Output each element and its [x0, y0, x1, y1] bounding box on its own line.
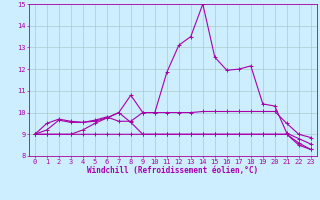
X-axis label: Windchill (Refroidissement éolien,°C): Windchill (Refroidissement éolien,°C)	[87, 166, 258, 175]
